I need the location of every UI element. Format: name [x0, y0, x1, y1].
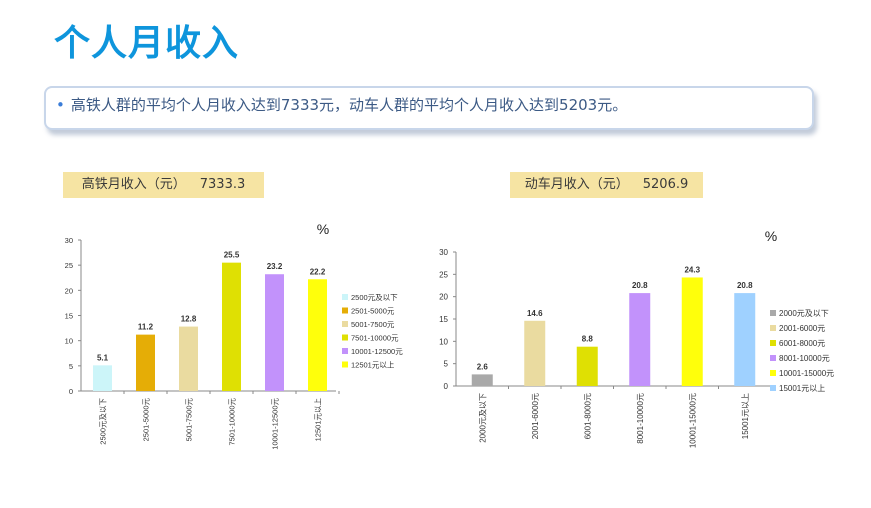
chart-1-label: 高铁月收入（元） 7333.3 — [63, 172, 264, 198]
chart-1-legend-swatch — [342, 307, 348, 314]
chart-2-value-label: 24.3 — [684, 265, 700, 274]
chart-2-category-label: 2001-6000元 — [531, 393, 540, 439]
chart-2-y-tick-label: 15 — [439, 315, 448, 324]
chart-1-legend-label: 2501-5000元 — [351, 307, 395, 316]
chart-2-label: 动车月收入（元） 5206.9 — [510, 172, 703, 198]
chart-1-value-label: 11.2 — [138, 323, 154, 332]
chart-1-legend-label: 7501-10000元 — [351, 334, 399, 343]
chart-1-label-value: 7333.3 — [199, 177, 246, 192]
chart-1-category-label: 2501-5000元 — [142, 398, 151, 442]
chart-2-category-label: 10001-15000元 — [688, 393, 697, 448]
chart-1-value-label: 25.5 — [224, 251, 240, 260]
chart-2-category-label: 2000元及以下 — [478, 393, 487, 443]
chart-2-legend-label: 10001-15000元 — [779, 369, 834, 378]
chart-2-legend-swatch — [770, 355, 776, 361]
chart-1-legend-label: 10001-12500元 — [351, 347, 403, 356]
chart-1-category-label: 5001-7500元 — [185, 398, 194, 442]
chart-2-bar — [629, 293, 651, 386]
chart-2-y-tick-label: 5 — [444, 360, 449, 369]
chart-1-y-tick-label: 30 — [65, 236, 73, 245]
chart-2-legend-swatch — [770, 310, 776, 316]
chart-1-legend-swatch — [342, 321, 348, 327]
chart-1-legend-swatch — [342, 294, 348, 300]
chart-2-legend-label: 2000元及以下 — [779, 309, 829, 318]
chart-2-y-tick-label: 0 — [444, 382, 449, 391]
chart-2-y-tick-label: 10 — [439, 337, 448, 346]
summary-text: 高铁人群的平均个人月收入达到7333元，动车人群的平均个人月收入达到5203元。 — [70, 96, 628, 114]
chart-2-legend-label: 8001-10000元 — [779, 354, 830, 363]
chart-2-legend-swatch — [770, 340, 776, 346]
chart-2-y-tick-label: 20 — [439, 293, 448, 302]
chart-2-legend-swatch — [770, 325, 776, 331]
chart-2-legend-swatch — [770, 385, 776, 391]
chart-2-category-label: 6001-8000元 — [583, 393, 592, 439]
chart-2-value-label: 20.8 — [737, 281, 753, 290]
chart-1-y-tick-label: 15 — [65, 312, 73, 321]
chart-1-bar — [93, 365, 112, 391]
chart-2-legend-swatch — [770, 370, 776, 376]
chart-1-category-label: 2500元及以下 — [99, 398, 108, 445]
chart-2-category-label: 8001-10000元 — [636, 393, 645, 444]
chart-1-bar — [222, 262, 241, 391]
chart-2-legend-label: 15001元以上 — [779, 384, 825, 393]
chart-1-category-label: 12501元以上 — [314, 398, 323, 442]
chart-1-label-title: 高铁月收入（元） — [81, 177, 186, 192]
page-title: 个人月收入 — [54, 23, 240, 64]
chart-2-bar — [681, 277, 703, 386]
chart-1-y-tick-label: 5 — [69, 362, 73, 371]
chart-2-unit-label: % — [765, 228, 777, 244]
bullet-icon: • — [56, 96, 65, 114]
chart-1-unit-label: % — [317, 221, 329, 237]
chart-1-bar — [265, 274, 284, 391]
chart-1-y-tick-label: 20 — [65, 286, 73, 295]
summary-box: • 高铁人群的平均个人月收入达到7333元，动车人群的平均个人月收入达到5203元… — [44, 86, 814, 130]
chart-1-value-label: 5.1 — [97, 353, 109, 362]
chart-2-category-label: 15001元以上 — [741, 393, 750, 439]
chart-2-label-value: 5206.9 — [642, 177, 689, 192]
chart-2-bar — [576, 346, 598, 386]
chart-1-legend-swatch — [342, 348, 348, 354]
chart-2-legend-label: 2001-6000元 — [779, 324, 825, 333]
chart-2-value-label: 20.8 — [632, 281, 648, 290]
chart-1-category-label: 7501-10000元 — [228, 398, 237, 446]
chart-1-value-label: 22.2 — [310, 267, 326, 276]
chart-1-legend-label: 12501元以上 — [351, 361, 395, 370]
chart-2-value-label: 14.6 — [527, 309, 543, 318]
chart-2-value-label: 8.8 — [582, 335, 594, 344]
chart-1-bar — [179, 326, 198, 391]
chart-2-bar — [524, 320, 546, 386]
chart-1-legend-label: 2500元及以下 — [351, 293, 398, 302]
chart-1-legend-swatch — [342, 361, 348, 368]
chart-1-bar — [308, 279, 327, 391]
chart-1-legend-swatch — [342, 334, 348, 341]
chart-2-y-tick-label: 25 — [439, 270, 448, 279]
chart-1-bar — [136, 334, 155, 391]
chart-1-value-label: 23.2 — [267, 262, 283, 271]
chart-2-bar — [471, 374, 493, 386]
chart-2-label-title: 动车月收入（元） — [524, 177, 629, 192]
chart-2-value-label: 2.6 — [477, 362, 489, 371]
chart-1-legend-label: 5001-7500元 — [351, 320, 395, 329]
chart-2-y-tick-label: 30 — [439, 248, 448, 257]
chart-1-y-tick-label: 0 — [69, 387, 73, 396]
chart-2-legend-label: 6001-8000元 — [779, 339, 825, 348]
chart-1-y-tick-label: 25 — [65, 261, 73, 270]
chart-1-y-tick-label: 10 — [65, 337, 73, 346]
chart-1-value-label: 12.8 — [181, 315, 197, 324]
chart-2-bar — [734, 293, 756, 386]
chart-1-category-label: 10001-12500元 — [271, 398, 280, 450]
